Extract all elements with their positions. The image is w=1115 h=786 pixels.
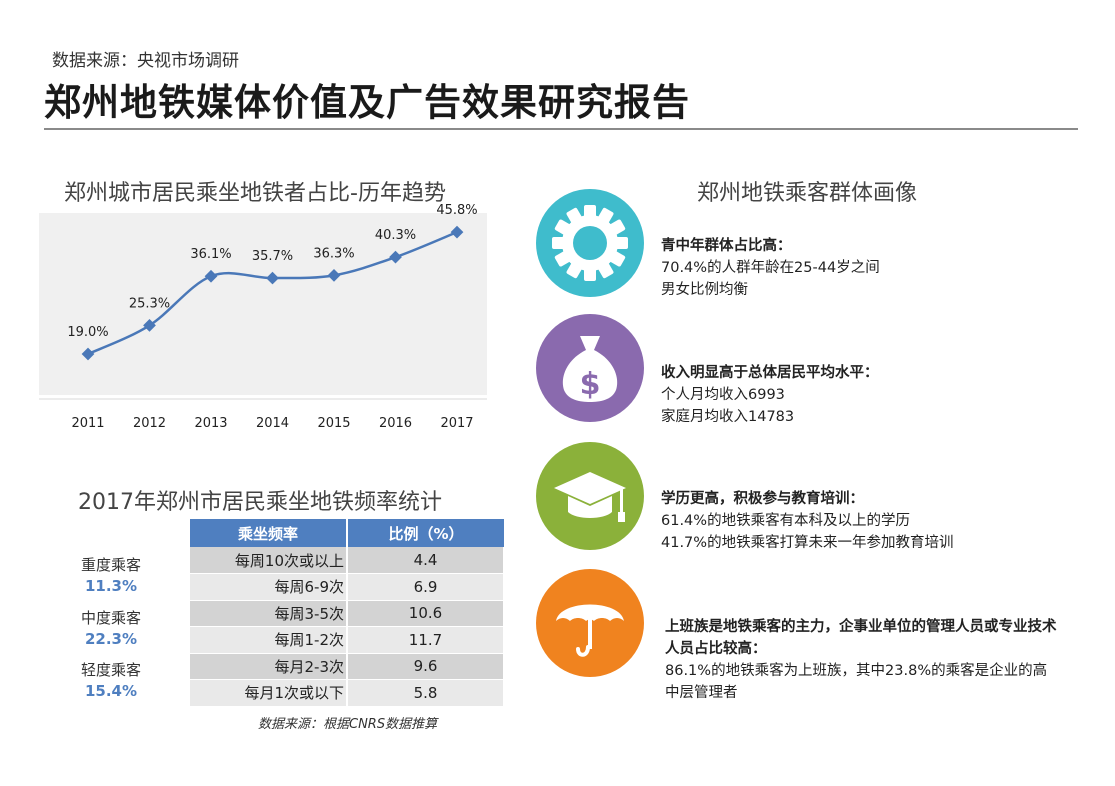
portrait-item-occupation: 上班族是地铁乘客的主力，企事业单位的管理人员或专业技术人员占比较高： 86.1%… — [665, 616, 1060, 704]
group-name: 中度乘客 — [80, 609, 141, 627]
x-tick-label: 2014 — [256, 416, 289, 431]
portrait-heading: 学历更高，积极参与教育培训： — [661, 491, 864, 507]
portrait-item-education: 学历更高，积极参与教育培训： 61.4%的地铁乘客有本科及以上的学历 41.7%… — [661, 488, 954, 554]
portrait-heading: 收入明显高于总体居民平均水平： — [661, 365, 879, 381]
portrait-item-income: 收入明显高于总体居民平均水平： 个人月均收入6993 家庭月均收入14783 — [661, 362, 879, 428]
portrait-line: 个人月均收入6993 — [661, 387, 785, 403]
freq-cell: 每周10次或以上 — [190, 547, 348, 574]
pct-cell: 5.8 — [347, 679, 505, 707]
group-pct: 22.3% — [84, 630, 138, 648]
group-name: 轻度乘客 — [80, 661, 141, 679]
group-heavy: 重度乘客 11.3% — [70, 554, 152, 595]
x-tick-label: 2016 — [379, 416, 412, 431]
portrait-line: 61.4%的地铁乘客有本科及以上的学历 — [661, 513, 911, 529]
portrait-item-age: 青中年群体占比高： 70.4%的人群年龄在25-44岁之间 男女比例均衡 — [661, 235, 880, 301]
umbrella-icon — [536, 569, 644, 677]
portrait-line: 70.4%的人群年龄在25-44岁之间 — [661, 260, 880, 276]
table-row: 每周3-5次 10.6 — [190, 600, 505, 627]
group-light: 轻度乘客 15.4% — [70, 659, 152, 700]
page-title: 郑州地铁媒体价值及广告效果研究报告 — [44, 81, 690, 124]
source-note: 数据来源：央视市场调研 — [52, 51, 239, 71]
table-row: 每月1次或以下 5.8 — [190, 679, 505, 707]
col-header-frequency: 乘坐频率 — [190, 519, 348, 547]
portrait-heading: 青中年群体占比高： — [661, 238, 792, 254]
group-pct: 11.3% — [84, 577, 138, 595]
gear-icon — [536, 189, 644, 297]
portrait-line: 男女比例均衡 — [661, 282, 748, 298]
pct-cell: 4.4 — [347, 547, 505, 574]
portrait-heading: 上班族是地铁乘客的主力，企事业单位的管理人员或专业技术人员占比较高： — [665, 619, 1057, 657]
table-row: 每月2-3次 9.6 — [190, 653, 505, 680]
table-row: 每周6-9次 6.9 — [190, 573, 505, 601]
freq-cell: 每月2-3次 — [190, 653, 348, 680]
x-tick-label: 2015 — [317, 416, 350, 431]
table-row: 每周1-2次 11.7 — [190, 626, 505, 654]
freq-cell: 每月1次或以下 — [190, 679, 348, 707]
portrait-line: 41.7%的地铁乘客打算未来一年参加教育培训 — [661, 535, 954, 551]
freq-table-title: 2017年郑州市居民乘坐地铁频率统计 — [78, 490, 442, 515]
title-divider — [44, 128, 1078, 130]
pct-cell: 10.6 — [347, 600, 505, 627]
graduation-cap-icon — [536, 442, 644, 550]
chart-title: 郑州城市居民乘坐地铁者占比-历年趋势 — [64, 181, 446, 206]
chart-plot-area — [39, 213, 487, 395]
group-medium: 中度乘客 22.3% — [70, 607, 152, 648]
portrait-line: 家庭月均收入14783 — [661, 409, 795, 425]
table-source-note: 数据来源：根据CNRS数据推算 — [258, 717, 438, 732]
col-header-ratio: 比例（%） — [347, 519, 504, 547]
freq-cell: 每周6-9次 — [190, 573, 348, 601]
svg-text:$: $ — [580, 367, 601, 402]
x-tick-label: 2011 — [71, 416, 104, 431]
pct-cell: 9.6 — [347, 653, 505, 680]
portrait-title: 郑州地铁乘客群体画像 — [697, 181, 918, 206]
freq-cell: 每周3-5次 — [190, 600, 348, 627]
portrait-line: 86.1%的地铁乘客为上班族，其中23.8%的乘客是企业的高中层管理者 — [665, 663, 1048, 701]
money-bag-icon: $ — [536, 314, 644, 422]
x-tick-label: 2012 — [133, 416, 166, 431]
pct-cell: 11.7 — [347, 626, 505, 654]
x-tick-label: 2017 — [440, 416, 473, 431]
pct-cell: 6.9 — [347, 573, 505, 601]
freq-cell: 每周1-2次 — [190, 626, 348, 654]
freq-table: 乘坐频率 比例（%） 每周10次或以上 4.4 每周6-9次 6.9 每周3-5… — [190, 519, 505, 707]
group-name: 重度乘客 — [80, 556, 141, 574]
group-pct: 15.4% — [84, 682, 138, 700]
x-tick-label: 2013 — [194, 416, 227, 431]
table-row: 每周10次或以上 4.4 — [190, 547, 505, 574]
